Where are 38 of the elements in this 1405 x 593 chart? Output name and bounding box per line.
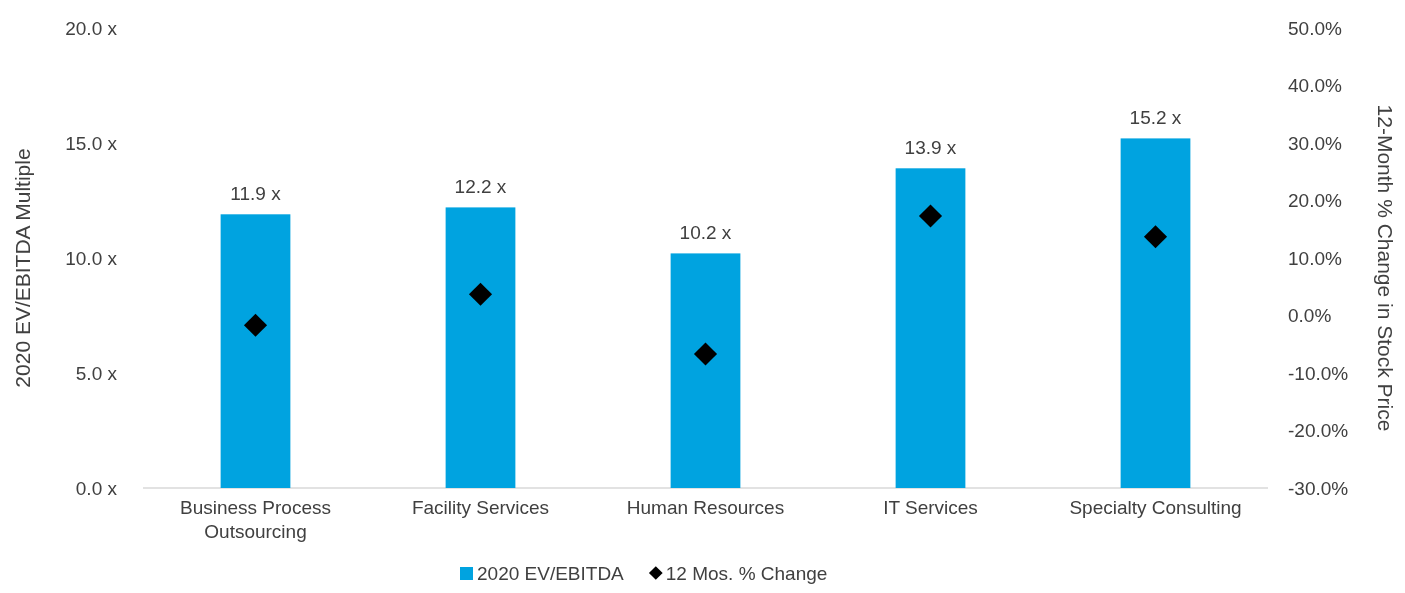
data-label: 10.2 x	[679, 222, 732, 244]
legend-label: 2020 EV/EBITDA	[477, 563, 625, 584]
y2-tick-label: 30.0%	[1288, 132, 1342, 154]
y2-tick-label: -30.0%	[1288, 477, 1349, 499]
y2-tick-label: 10.0%	[1288, 247, 1342, 269]
x-tick-label: Specialty Consulting	[1069, 496, 1242, 518]
point	[243, 313, 268, 337]
bar	[895, 168, 966, 488]
point	[1143, 225, 1168, 249]
y2-tick-label: 20.0%	[1288, 190, 1342, 212]
point	[918, 204, 943, 228]
x-tick-label: Facility Services	[411, 496, 550, 518]
x-tick-label: Human Resources	[626, 496, 785, 518]
y2-tick-label: -20.0%	[1288, 420, 1349, 442]
bar	[670, 253, 741, 488]
bar	[445, 207, 516, 488]
y2-tick-label: 0.0%	[1288, 305, 1332, 327]
y2-tick-label: 40.0%	[1288, 75, 1342, 97]
data-label: 12.2 x	[454, 176, 507, 198]
y-tick-label: 0.0 x	[75, 477, 118, 499]
x-tick-label: IT Services	[883, 496, 978, 518]
legend-label: 12 Mos. % Change	[665, 563, 828, 584]
bar	[1120, 138, 1191, 488]
y-axis-title: 2020 EV/EBITDA Multiple	[11, 148, 34, 388]
y2-tick-label: 50.0%	[1288, 17, 1342, 39]
y2-tick-label: -10.0%	[1288, 362, 1349, 384]
point	[468, 282, 493, 306]
y-tick-label: 20.0 x	[65, 17, 118, 39]
y-tick-label: 15.0 x	[65, 132, 118, 154]
y-tick-label: 10.0 x	[65, 247, 118, 269]
y-tick-label: 5.0 x	[75, 362, 118, 384]
data-label: 13.9 x	[904, 137, 957, 159]
point	[693, 342, 718, 366]
data-label: 15.2 x	[1129, 107, 1182, 129]
y2-axis-title: 12-Month % Change in Stock Price	[1374, 104, 1397, 432]
data-label: 11.9 x	[230, 183, 282, 205]
bar	[220, 214, 291, 488]
x-tick-label: Business Process Outsourcing	[179, 496, 332, 542]
